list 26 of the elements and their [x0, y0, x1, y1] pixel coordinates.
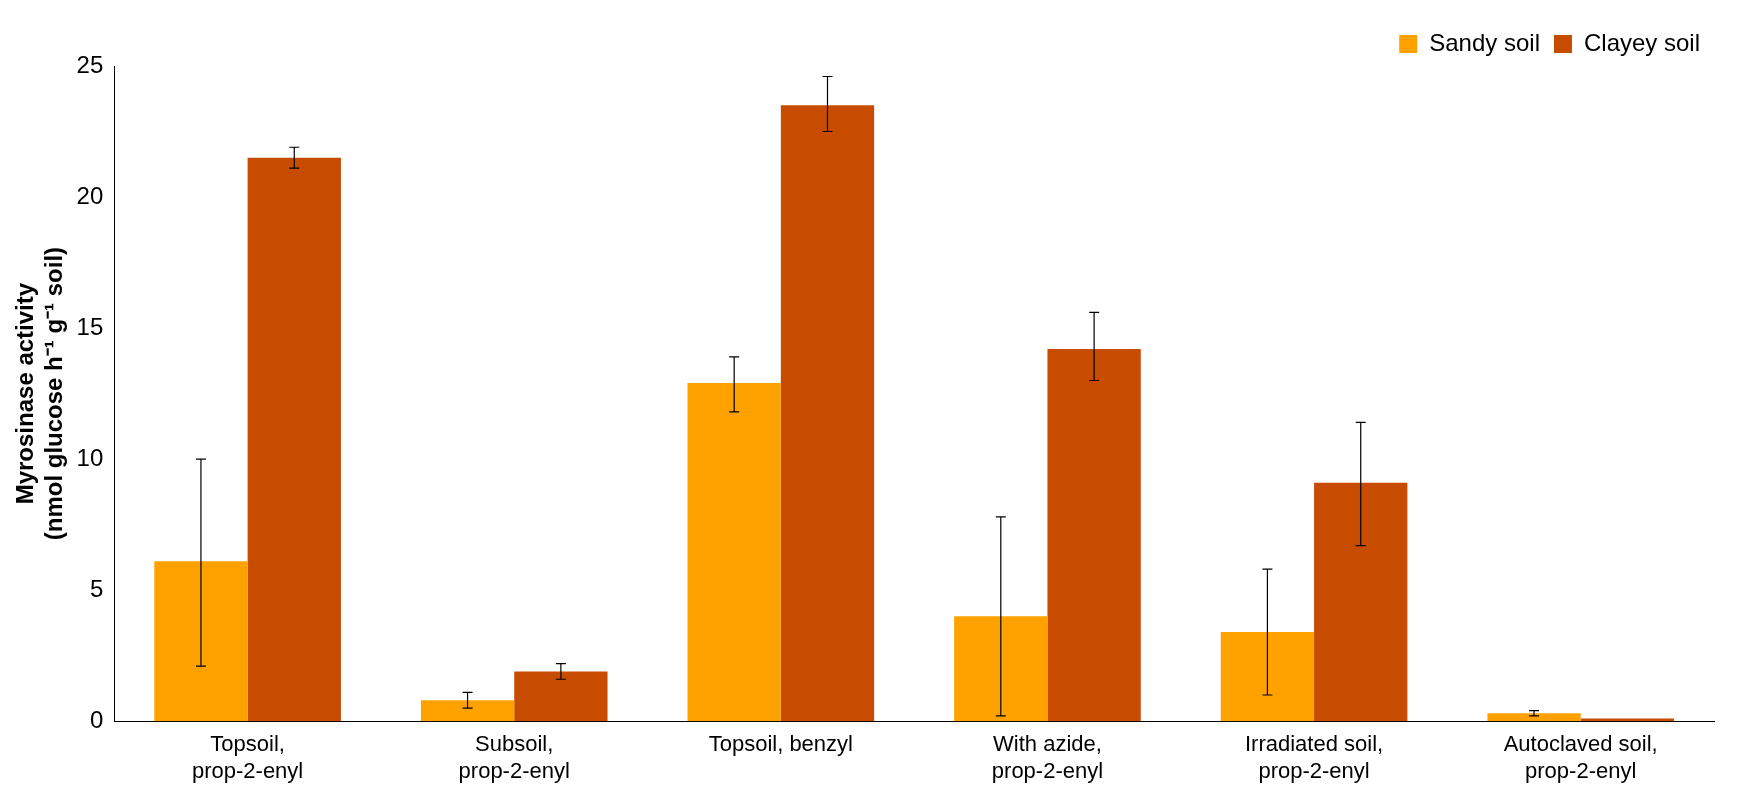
- y-axis-title: Myrosinase activity (nmol glucose h⁻¹ g⁻¹ soil): [11, 246, 67, 541]
- bar: [1220, 632, 1315, 722]
- bar: [247, 157, 341, 722]
- x-tick-label: Autoclaved soil, prop-2-enyl: [1503, 731, 1658, 783]
- y-tick-label: 25: [76, 50, 104, 78]
- bar: [154, 561, 248, 722]
- legend-label: Clayey soil: [1583, 28, 1701, 56]
- y-tick-label: 10: [76, 443, 104, 471]
- bar: [1047, 349, 1141, 722]
- x-tick-label: Irradiated soil, prop-2-enyl: [1244, 731, 1384, 783]
- y-tick-label: 20: [76, 181, 104, 209]
- bar: [1487, 713, 1581, 722]
- bar: [780, 105, 875, 722]
- y-tick-label: 0: [89, 705, 104, 733]
- x-tick-label: Topsoil, benzyl: [708, 731, 853, 757]
- legend-label: Sandy soil: [1429, 28, 1540, 56]
- y-tick-label: 5: [89, 574, 104, 602]
- x-tick-label: With azide, prop-2-enyl: [991, 731, 1104, 783]
- bar: [514, 671, 608, 722]
- bar: [1314, 482, 1408, 722]
- y-tick-label: 15: [76, 312, 104, 340]
- x-tick-label: Topsoil, prop-2-enyl: [191, 731, 304, 783]
- x-tick-label: Subsoil, prop-2-enyl: [458, 731, 570, 783]
- bar: [954, 616, 1048, 722]
- bar: [420, 700, 515, 722]
- bar: [687, 383, 781, 722]
